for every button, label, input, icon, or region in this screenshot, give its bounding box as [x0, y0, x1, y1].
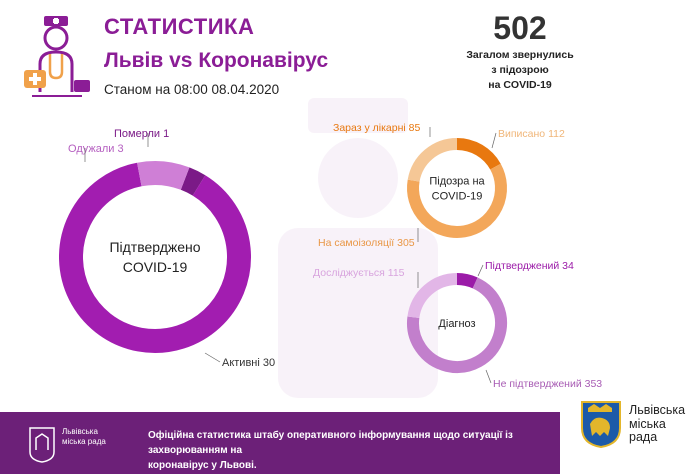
footer-text-line2: коронавірус у Львові.: [148, 460, 257, 471]
donut-slice: [407, 163, 507, 238]
city-council-name: Львівська міська рада: [629, 403, 690, 445]
doctor-icon: [24, 16, 90, 97]
donut-slice: [456, 138, 501, 170]
as-of-date: Станом на 08:00 08.04.2020: [104, 82, 280, 97]
slice-label: Досліджується 115: [313, 267, 405, 279]
footer-band: [0, 412, 560, 474]
total-count: 502: [493, 10, 547, 46]
donut-confirmed: Підтверджено COVID-19 Активні 30 Одужали 3 П…: [59, 128, 275, 369]
donut-slice: [59, 162, 251, 353]
donut-center-label: COVID-19: [123, 259, 188, 275]
slice-label: Одужали 3: [68, 143, 124, 155]
donut-slice: [456, 273, 478, 289]
donut-slice: [407, 277, 507, 373]
label-leader-line: [485, 369, 492, 384]
slice-label: Активні 30: [222, 357, 275, 369]
city-name-line3: рада: [629, 430, 658, 444]
slice-label: На самоізоляції 305: [318, 237, 415, 249]
footer-logo-text: Львівська міська рада: [62, 427, 106, 446]
label-leader-line: [204, 352, 221, 363]
footer-text-line1: Офіційна статистика штабу оперативного і…: [148, 430, 513, 456]
label-leader-line: [477, 264, 484, 277]
label-leader-line: [491, 132, 497, 149]
total-label-line1: Загалом звернулись: [466, 49, 574, 61]
slice-label: Зараз у лікарні 85: [333, 122, 420, 134]
total-label-line2: з підозрою: [491, 64, 549, 76]
donut-center-label: COVID-19: [432, 190, 483, 202]
donut-center-label: Підозра на: [429, 175, 485, 187]
donut-center-label: Підтверджено: [109, 239, 200, 255]
donut-slice: [407, 273, 458, 319]
coat-of-arms-icon: [581, 401, 621, 448]
page-title: СТАТИСТИКА: [104, 14, 255, 39]
donut-slice: [180, 167, 206, 196]
donut-slice: [137, 161, 190, 190]
donut-diagnosis: Діагноз Підтверджений 34 Не підтверджений …: [313, 260, 602, 390]
footer-text: Офіційна статистика штабу оперативного і…: [148, 428, 548, 473]
slice-label: Померли 1: [114, 128, 169, 140]
total-label-line3: на COVID-19: [488, 79, 552, 91]
donut-center-label: Діагноз: [438, 318, 475, 330]
city-council-logo-icon: [29, 427, 55, 463]
page-subtitle: Львів vs Коронавірус: [104, 49, 329, 72]
watermark-doctor-icon: [278, 98, 438, 398]
city-name-line1: Львівська: [629, 403, 686, 417]
city-name-line2: міська: [629, 416, 666, 431]
slice-label: Підтверджений 34: [485, 260, 574, 272]
donut-suspected: Підозра на COVID-19 Зараз у лікарні 85 Випи…: [318, 122, 565, 249]
slice-label: Виписано 112: [498, 128, 565, 140]
slice-label: Не підтверджений 353: [493, 378, 602, 390]
donut-slice: [407, 138, 458, 182]
